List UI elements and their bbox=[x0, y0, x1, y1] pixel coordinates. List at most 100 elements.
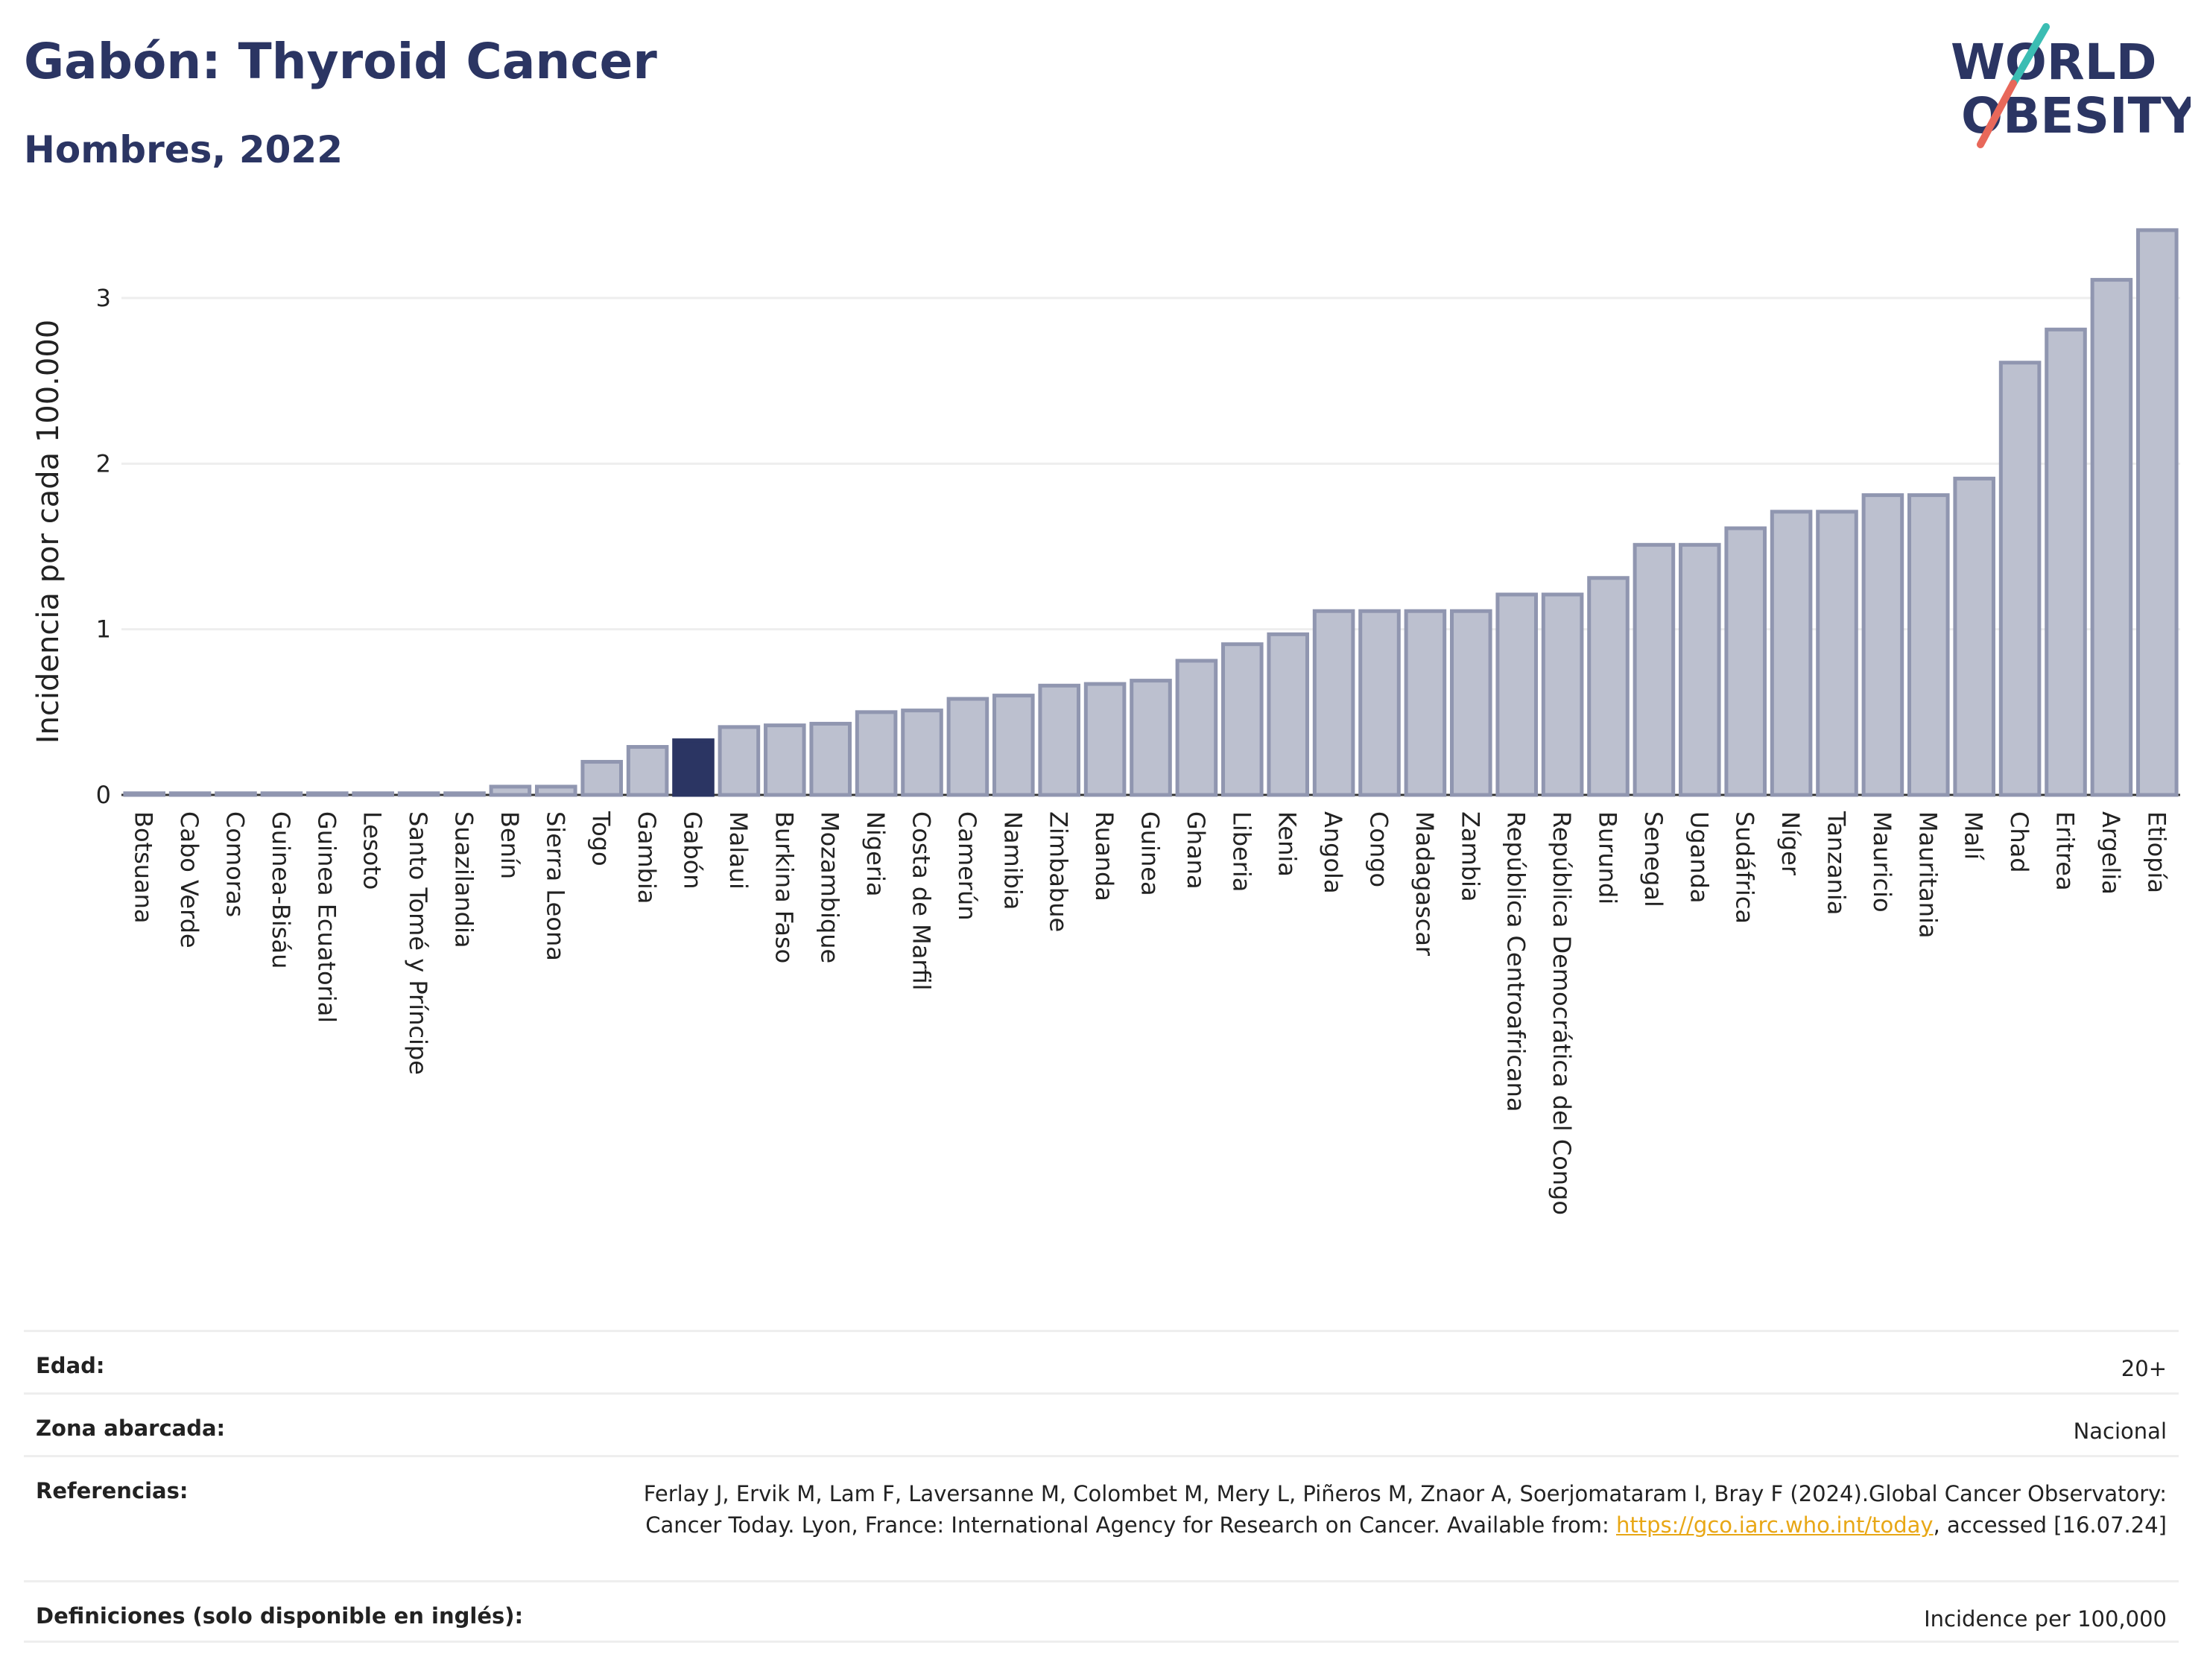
world-obesity-logo: WORLD OBESITY bbox=[1951, 23, 2191, 148]
bar[interactable] bbox=[901, 709, 943, 797]
meta-row-area: Zona abarcada: Nacional bbox=[24, 1392, 2179, 1455]
y-ticks: 0 1 2 3 bbox=[96, 284, 111, 809]
bar[interactable] bbox=[992, 694, 1035, 797]
bar[interactable] bbox=[1312, 609, 1355, 797]
bar[interactable] bbox=[2045, 327, 2087, 797]
x-category-label: Sudáfrica bbox=[1731, 811, 1759, 924]
x-category-label: Kenia bbox=[1273, 811, 1302, 877]
x-category-label: Ghana bbox=[1182, 811, 1210, 890]
bar-highlight[interactable] bbox=[672, 738, 715, 797]
bar[interactable] bbox=[764, 723, 806, 797]
x-category-label: República Centroafricana bbox=[1502, 811, 1530, 1112]
x-category-label: Guinea-Bisáu bbox=[267, 811, 295, 969]
bar[interactable] bbox=[1679, 542, 1721, 797]
reference-link[interactable]: https://gco.iarc.who.int/today bbox=[1615, 1512, 1934, 1538]
bars-layer bbox=[123, 228, 2179, 797]
bar[interactable] bbox=[1541, 592, 1584, 797]
x-category-label: Tanzania bbox=[1823, 811, 1851, 915]
bar[interactable] bbox=[489, 784, 532, 797]
x-category-label: Camerún bbox=[953, 811, 981, 921]
x-category-label: Chad bbox=[2005, 811, 2033, 873]
x-category-label: República Democrática del Congo bbox=[1548, 811, 1576, 1215]
bar[interactable] bbox=[123, 791, 165, 797]
logo-line1: WORLD bbox=[1951, 34, 2157, 91]
x-category-label: Ruanda bbox=[1090, 811, 1118, 901]
meta-label-age: Edad: bbox=[36, 1353, 105, 1378]
bar[interactable] bbox=[352, 791, 394, 797]
bar[interactable] bbox=[718, 725, 761, 797]
bar[interactable] bbox=[1998, 361, 2042, 797]
meta-value-area: Nacional bbox=[2073, 1419, 2167, 1444]
meta-label-definitions: Definiciones (solo disponible en inglés)… bbox=[36, 1603, 524, 1629]
bar[interactable] bbox=[1175, 659, 1218, 797]
chart-title: Gabón: Thyroid Cancer bbox=[24, 33, 657, 90]
reference-text: Ferlay J, Ervik M, Lam F, Laversanne M, … bbox=[643, 1481, 2167, 1538]
bar[interactable] bbox=[809, 721, 852, 797]
reference-accessed: , accessed [16.07.24] bbox=[1933, 1512, 2167, 1538]
bar[interactable] bbox=[1495, 592, 1538, 797]
bar[interactable] bbox=[855, 710, 898, 797]
bar[interactable] bbox=[397, 791, 440, 797]
y-tick-label: 3 bbox=[96, 284, 111, 312]
y-tick-label: 2 bbox=[96, 449, 111, 478]
y-tick-label: 1 bbox=[96, 615, 111, 644]
bar[interactable] bbox=[168, 791, 212, 797]
bar[interactable] bbox=[1633, 542, 1676, 797]
bar[interactable] bbox=[260, 791, 303, 797]
chart-subtitle: Hombres, 2022 bbox=[24, 128, 343, 171]
x-category-label: Suazilandia bbox=[450, 811, 478, 948]
bar[interactable] bbox=[443, 791, 486, 797]
x-category-label: Guinea bbox=[1136, 811, 1165, 896]
x-category-label: Gambia bbox=[633, 811, 661, 904]
meta-label-area: Zona abarcada: bbox=[36, 1416, 226, 1441]
meta-row-references: Referencias: Ferlay J, Ervik M, Lam F, L… bbox=[24, 1455, 2179, 1580]
bar[interactable] bbox=[1130, 679, 1172, 797]
bar[interactable] bbox=[306, 791, 349, 797]
x-category-label: Senegal bbox=[1639, 811, 1668, 907]
x-category-label: Malaui bbox=[724, 811, 753, 890]
x-category-label: Gabón bbox=[679, 811, 707, 890]
bar[interactable] bbox=[1953, 476, 1995, 797]
x-category-label: Guinea Ecuatorial bbox=[312, 811, 341, 1023]
bar[interactable] bbox=[1358, 609, 1401, 797]
x-category-label: Argelia bbox=[2097, 811, 2125, 895]
x-category-label: Liberia bbox=[1227, 811, 1255, 892]
x-category-label: Botsuana bbox=[130, 811, 158, 924]
bar[interactable] bbox=[946, 697, 989, 797]
x-category-label: Namibia bbox=[998, 811, 1027, 910]
bar[interactable] bbox=[626, 745, 669, 797]
bar[interactable] bbox=[1907, 493, 1950, 797]
x-category-label: Sierra Leona bbox=[541, 811, 569, 961]
meta-value-age: 20+ bbox=[2121, 1356, 2167, 1381]
x-category-label: Zimbabue bbox=[1045, 811, 1073, 932]
bar[interactable] bbox=[1404, 609, 1447, 797]
bar[interactable] bbox=[1267, 632, 1309, 797]
x-category-label: Uganda bbox=[1685, 811, 1713, 904]
x-category-label: Lesoto bbox=[358, 811, 387, 890]
bar[interactable] bbox=[580, 760, 623, 797]
x-category-label: Comoras bbox=[221, 811, 250, 917]
bar[interactable] bbox=[1083, 682, 1127, 797]
x-category-label: Níger bbox=[1776, 811, 1805, 876]
bar[interactable] bbox=[1587, 576, 1630, 797]
bar[interactable] bbox=[215, 791, 257, 797]
bar[interactable] bbox=[1221, 642, 1264, 797]
bar[interactable] bbox=[2136, 228, 2179, 797]
x-category-label: Cabo Verde bbox=[175, 811, 203, 948]
bar[interactable] bbox=[2090, 278, 2133, 797]
bar[interactable] bbox=[1816, 510, 1858, 797]
bar[interactable] bbox=[1724, 526, 1767, 797]
x-category-label: Mozambique bbox=[816, 811, 844, 963]
bar[interactable] bbox=[1861, 493, 1904, 797]
meta-value-definitions: Incidence per 100,000 bbox=[1924, 1606, 2167, 1632]
x-category-label: Angola bbox=[1319, 811, 1347, 894]
x-category-label: Burundi bbox=[1594, 811, 1622, 904]
bar[interactable] bbox=[1450, 609, 1492, 797]
meta-row-age: Edad: 20+ bbox=[24, 1330, 2179, 1392]
y-tick-label: 0 bbox=[96, 781, 111, 809]
bar[interactable] bbox=[1038, 683, 1080, 797]
bar[interactable] bbox=[1770, 510, 1813, 797]
x-category-label: Mauritania bbox=[1913, 811, 1942, 938]
bar[interactable] bbox=[535, 784, 577, 797]
x-category-label: Madagascar bbox=[1410, 811, 1439, 957]
